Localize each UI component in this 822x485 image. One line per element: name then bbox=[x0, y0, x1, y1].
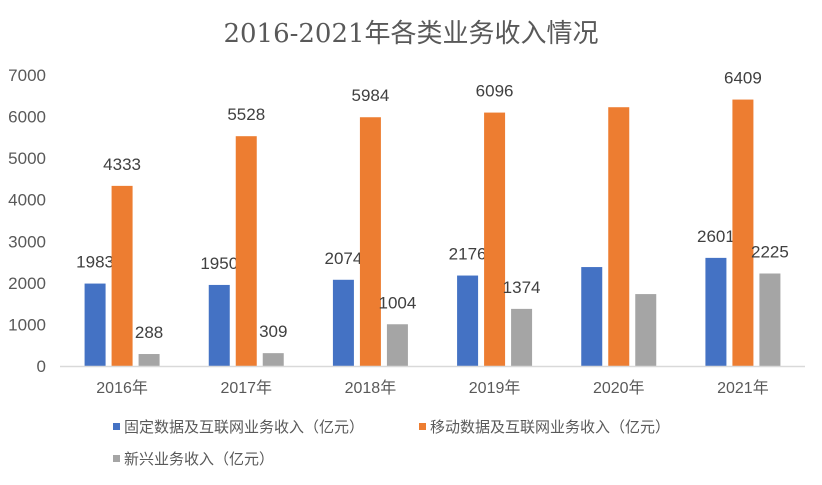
y-tick-label: 1000 bbox=[8, 315, 46, 334]
bar bbox=[111, 185, 133, 366]
y-tick-label: 6000 bbox=[8, 108, 46, 127]
legend-label: 移动数据及互联网业务收入（亿元） bbox=[430, 419, 670, 436]
bar bbox=[581, 267, 603, 366]
bar bbox=[386, 324, 408, 366]
data-label: 1950 bbox=[200, 254, 238, 273]
x-tick-label: 2020年 bbox=[593, 379, 645, 397]
y-tick-label: 4000 bbox=[8, 191, 46, 210]
chart-title: 2016-2021年各类业务收入情况 bbox=[223, 19, 598, 49]
legend-swatch bbox=[113, 455, 120, 462]
legend-label: 固定数据及互联网业务收入（亿元） bbox=[124, 419, 364, 436]
x-tick-label: 2018年 bbox=[345, 379, 397, 397]
bar bbox=[732, 99, 754, 366]
data-label: 1983 bbox=[76, 253, 114, 272]
bar bbox=[235, 136, 257, 366]
legend-swatch bbox=[419, 423, 426, 430]
data-label: 2601 bbox=[697, 227, 735, 246]
data-label: 4333 bbox=[103, 155, 141, 174]
legend-item: 移动数据及互联网业务收入（亿元） bbox=[419, 419, 670, 436]
bar bbox=[705, 257, 727, 366]
bar bbox=[332, 279, 354, 366]
y-tick-label: 0 bbox=[37, 357, 46, 376]
legend-swatch bbox=[113, 423, 120, 430]
data-label: 6096 bbox=[476, 82, 514, 101]
bar bbox=[457, 275, 479, 366]
bar bbox=[608, 107, 630, 366]
bar bbox=[359, 117, 381, 366]
bar bbox=[484, 112, 506, 367]
data-label: 2074 bbox=[325, 249, 363, 268]
data-label: 1004 bbox=[379, 293, 417, 312]
x-tick-label: 2016年 bbox=[96, 379, 148, 397]
data-label: 6409 bbox=[724, 69, 762, 88]
bar bbox=[208, 284, 230, 366]
data-label: 288 bbox=[135, 323, 163, 342]
y-tick-label: 3000 bbox=[8, 232, 46, 251]
y-tick-label: 2000 bbox=[8, 274, 46, 293]
bar bbox=[84, 283, 106, 366]
x-tick-label: 2017年 bbox=[220, 379, 272, 397]
data-label: 5984 bbox=[352, 86, 390, 105]
x-tick-label: 2019年 bbox=[469, 379, 521, 397]
data-label: 2176 bbox=[449, 245, 487, 264]
bar bbox=[138, 354, 160, 366]
data-label: 5528 bbox=[227, 105, 265, 124]
bar bbox=[759, 273, 781, 366]
legend-item: 固定数据及互联网业务收入（亿元） bbox=[113, 419, 364, 436]
legend-label: 新兴业务收入（亿元） bbox=[124, 451, 274, 468]
data-label: 309 bbox=[259, 322, 287, 341]
data-label: 2225 bbox=[751, 243, 789, 262]
bar bbox=[635, 294, 657, 366]
bar bbox=[262, 353, 284, 366]
y-tick-label: 5000 bbox=[8, 149, 46, 168]
bar bbox=[511, 308, 533, 366]
data-label: 1374 bbox=[503, 278, 541, 297]
y-tick-label: 7000 bbox=[8, 66, 46, 85]
x-tick-label: 2021年 bbox=[717, 379, 769, 397]
legend-item: 新兴业务收入（亿元） bbox=[113, 451, 274, 468]
